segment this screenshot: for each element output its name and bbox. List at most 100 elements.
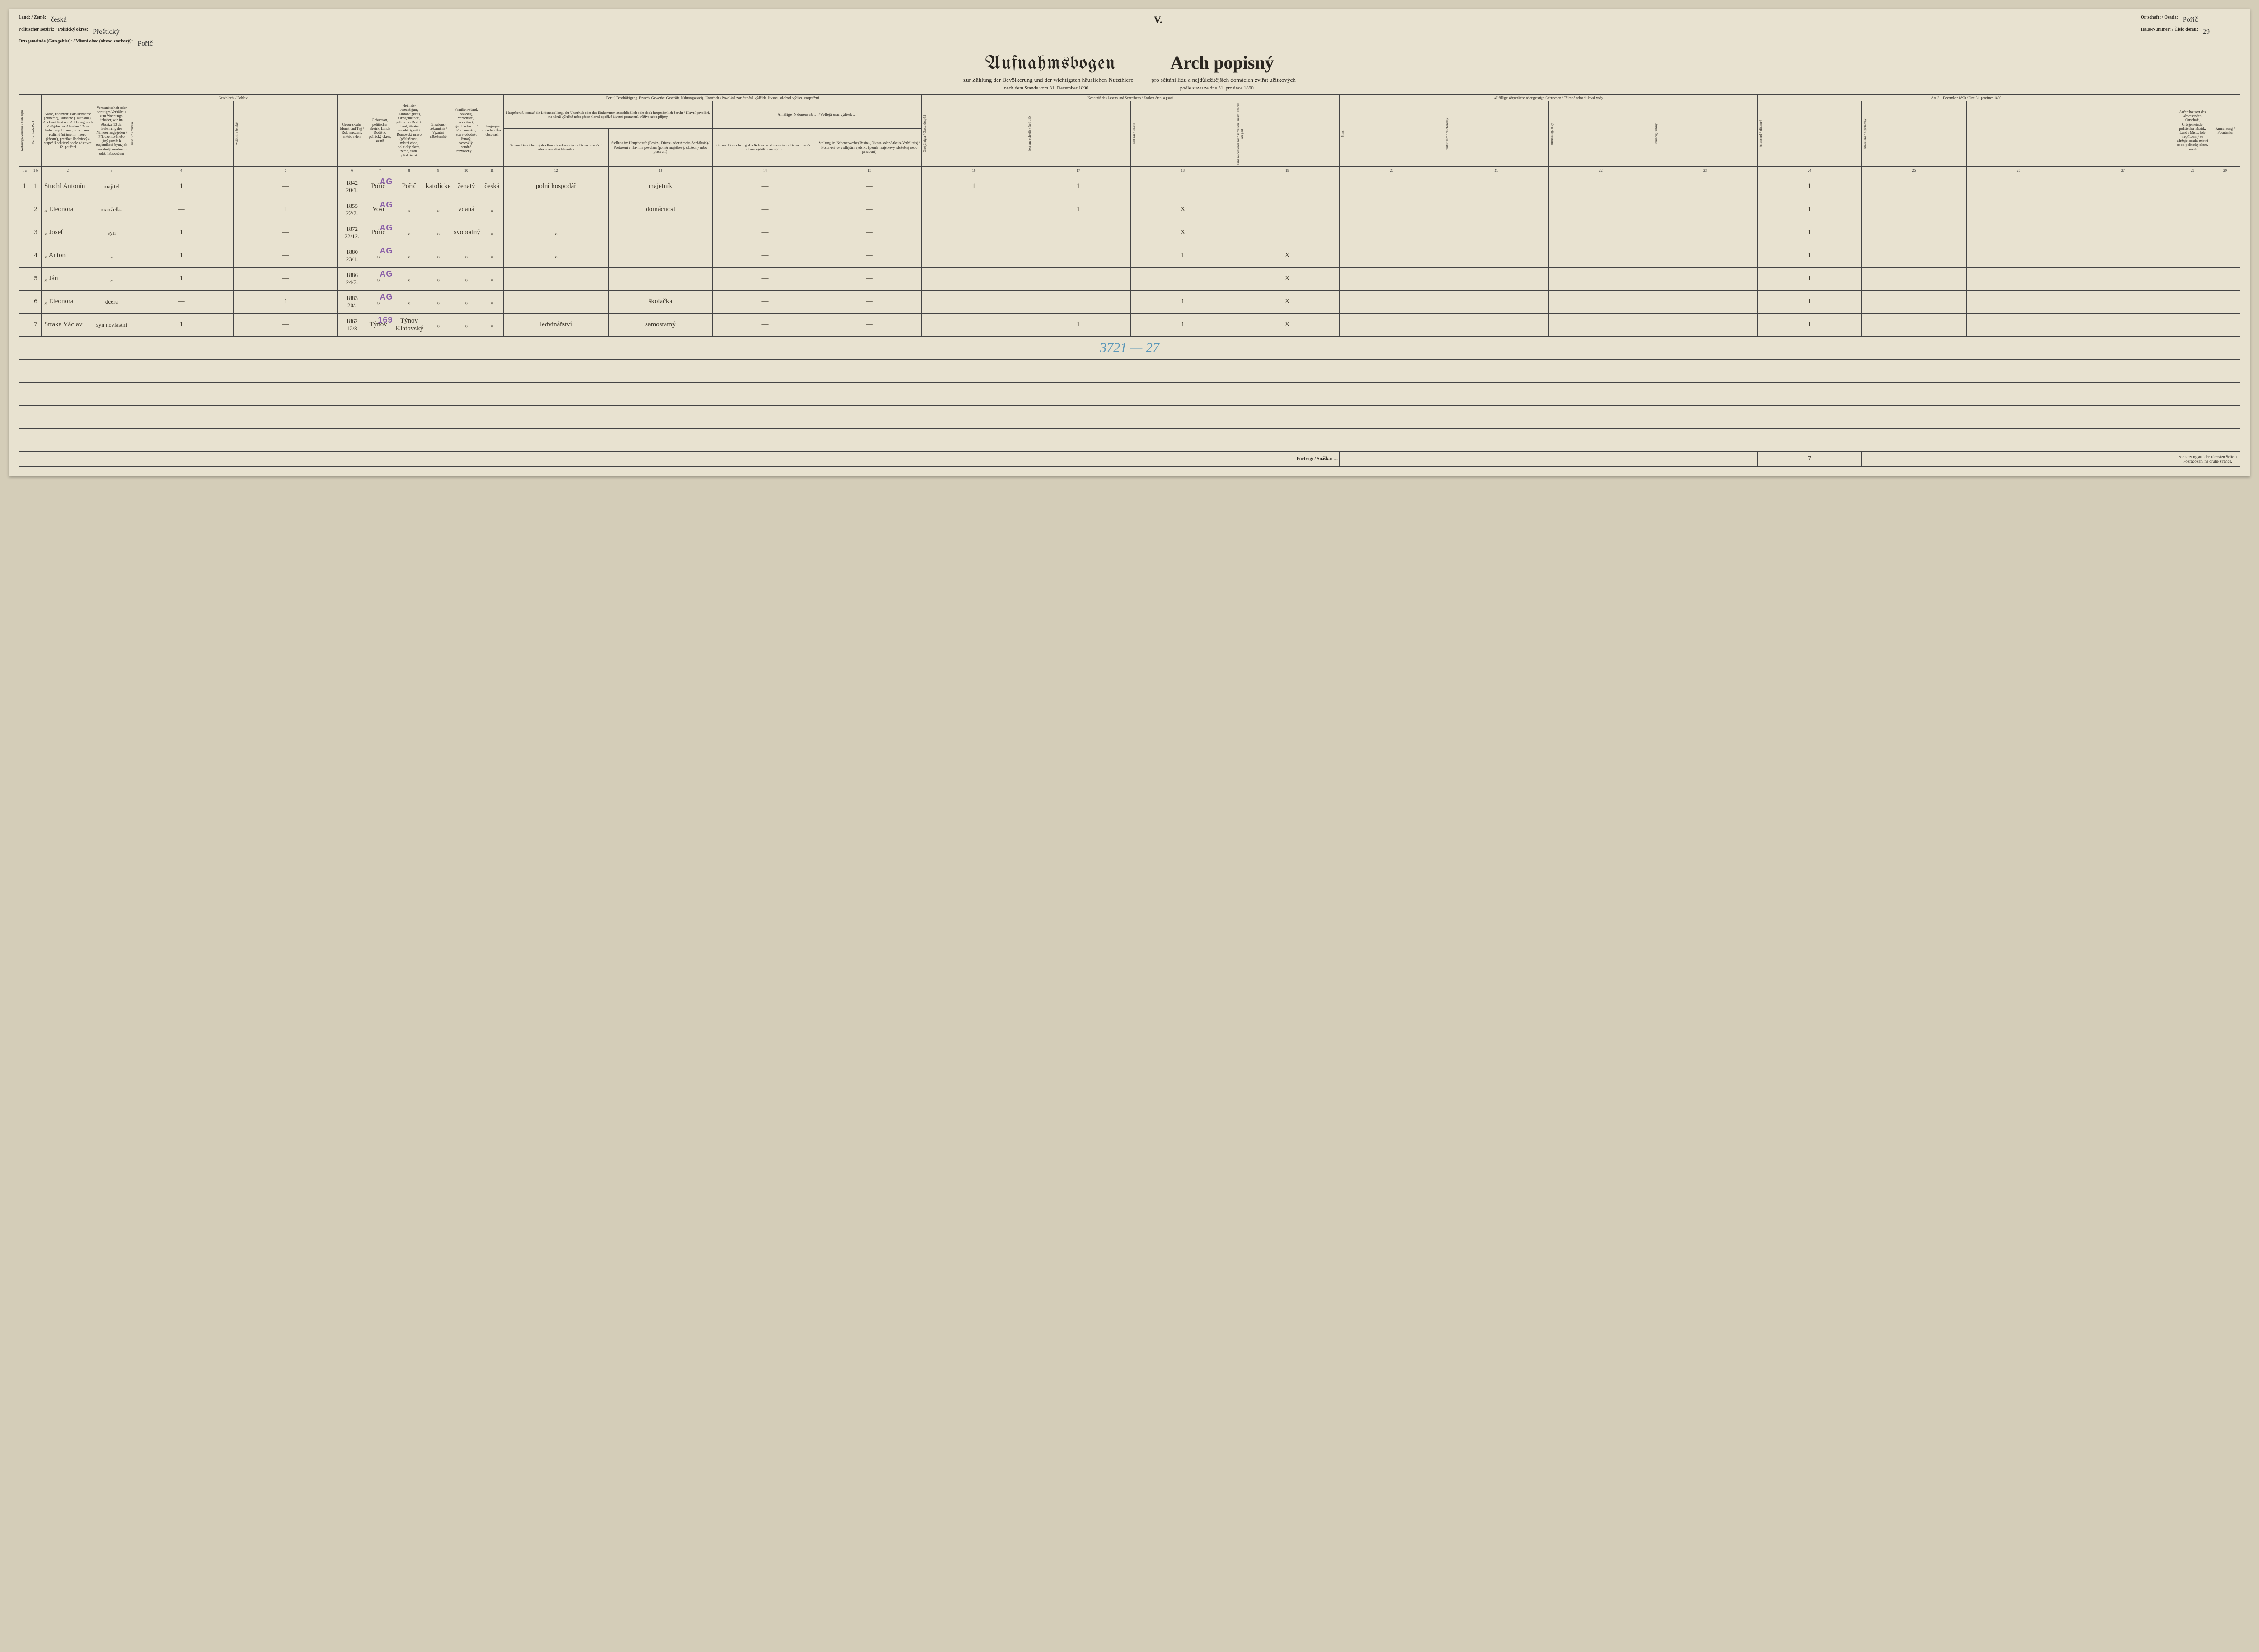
cell xyxy=(1444,198,1548,221)
date-line: nach dem Stande vom 31. December 1890. p… xyxy=(19,85,2240,91)
cell xyxy=(2175,267,2210,290)
cell: — xyxy=(817,175,922,198)
cell xyxy=(1235,221,1339,244)
cell: — xyxy=(712,175,817,198)
cell: 5 xyxy=(30,267,42,290)
col-mainocc: Hauptberuf, worauf die Lebensstellung, d… xyxy=(504,101,712,128)
blue-annotation: 044 xyxy=(608,316,609,327)
col-sex-group: Geschlecht / Pohlaví xyxy=(129,94,338,101)
cell: „ xyxy=(480,221,504,244)
cell: 1 xyxy=(234,290,338,313)
cell: „ xyxy=(480,198,504,221)
ortschaft-value: Pořič xyxy=(2181,14,2221,26)
cell xyxy=(504,267,608,290)
cell: česká xyxy=(480,175,504,198)
colnum-cell: 25 xyxy=(1862,166,1966,175)
cell xyxy=(1966,267,2071,290)
table-row: 7Straka Václavsyn nevlastní1—1862 12/8Tý… xyxy=(19,313,2240,336)
cell: 1 xyxy=(1026,175,1130,198)
col-lit19: kann weder lesen noch schreiben / neumí … xyxy=(1237,102,1244,165)
title-czech: Arch popisný xyxy=(1170,52,1274,73)
cell xyxy=(2175,221,2210,244)
cell xyxy=(922,313,1026,336)
cell xyxy=(2210,175,2240,198)
cell: — xyxy=(234,267,338,290)
cell: „ xyxy=(424,313,452,336)
cell: — xyxy=(234,244,338,267)
cell xyxy=(1862,221,1966,244)
cell xyxy=(19,313,30,336)
cell xyxy=(504,198,608,221)
cell: 1 xyxy=(1758,175,1862,198)
cell: — xyxy=(234,313,338,336)
cell xyxy=(19,244,30,267)
cell xyxy=(1444,313,1548,336)
cell: „ Anton xyxy=(42,244,94,267)
table-row: 11Stuchl Antonínmajitel1—1842 20/1.Pořič… xyxy=(19,175,2240,198)
cell: „ Ján xyxy=(42,267,94,290)
cell xyxy=(2071,290,2175,313)
cell: — xyxy=(712,221,817,244)
cell: „ xyxy=(504,244,608,267)
colnum-cell: 19 xyxy=(1235,166,1339,175)
cell xyxy=(2071,244,2175,267)
colnum-cell: 29 xyxy=(2210,166,2240,175)
colnum-cell: 3 xyxy=(94,166,129,175)
cell: Stuchl Antonín xyxy=(42,175,94,198)
subtitles: zur Zählung der Bevölkerung und der wich… xyxy=(19,76,2240,84)
cell xyxy=(1966,313,2071,336)
cell xyxy=(2210,198,2240,221)
table-row: 2„ Eleonoramanželka—11855 22/7.Vosí AG„„… xyxy=(19,198,2240,221)
cell xyxy=(1862,267,1966,290)
cell xyxy=(1340,175,1444,198)
header-top: Land: / Země: česká Politischer Bezirk: … xyxy=(19,14,2240,50)
fuertrag-label: Fürtrag: / Snáška: … xyxy=(19,451,1340,466)
subtitle-german: zur Zählung der Bevölkerung und der wich… xyxy=(963,76,1133,84)
cell: 1 xyxy=(1130,244,1235,267)
colnum-cell: 6 xyxy=(338,166,366,175)
cell: „ Eleonora xyxy=(42,290,94,313)
cell xyxy=(19,221,30,244)
cell: — xyxy=(712,313,817,336)
cell: „ xyxy=(424,221,452,244)
cell: — xyxy=(817,313,922,336)
cell xyxy=(1340,313,1444,336)
col-side-pos: Stellung im Nebenerwerbe (Besitz-, Diens… xyxy=(817,128,922,166)
cell: „ xyxy=(424,244,452,267)
cell xyxy=(2175,244,2210,267)
table-head: Wohnungs-Nummer / Číslo bytu Fortlaufend… xyxy=(19,94,2240,175)
table-body: 11Stuchl Antonínmajitel1—1842 20/1.Pořič… xyxy=(19,175,2240,336)
cell: „ xyxy=(394,198,424,221)
cell: „ xyxy=(424,267,452,290)
cell xyxy=(1548,313,1653,336)
cell xyxy=(1548,221,1653,244)
cell xyxy=(922,221,1026,244)
colnum-cell: 4 xyxy=(129,166,234,175)
cell xyxy=(1862,175,1966,198)
cell xyxy=(922,267,1026,290)
col-literacy-group: Kenntniß des Lesens und Schreibens / Zna… xyxy=(922,94,1340,101)
cell: „ xyxy=(394,244,424,267)
cell: „ xyxy=(394,290,424,313)
cell: — xyxy=(712,290,817,313)
cell: 1 xyxy=(1758,313,1862,336)
cell: samostatný044 xyxy=(608,313,712,336)
colnum-cell: 13 xyxy=(608,166,712,175)
cell: „ xyxy=(424,198,452,221)
colnum-cell: 1 a xyxy=(19,166,30,175)
cell: — xyxy=(817,244,922,267)
colnum-cell: 18 xyxy=(1130,166,1235,175)
cell: X xyxy=(1235,267,1339,290)
header-left-fields: Land: / Země: česká Politischer Bezirk: … xyxy=(19,14,175,50)
bottom-scrawl: 3721 — 27 xyxy=(1100,340,1159,355)
colnum-cell: 27 xyxy=(2071,166,2175,175)
cell xyxy=(1653,313,1757,336)
cell: majitel xyxy=(94,175,129,198)
cell xyxy=(1966,221,2071,244)
colnum-cell: 10 xyxy=(452,166,480,175)
cell: ženatý xyxy=(452,175,480,198)
cell xyxy=(1966,198,2071,221)
col-domicile: Heimats-berechtigung (Zuständigkeit), Or… xyxy=(394,94,424,166)
cell: „ xyxy=(480,267,504,290)
cell: X xyxy=(1130,198,1235,221)
